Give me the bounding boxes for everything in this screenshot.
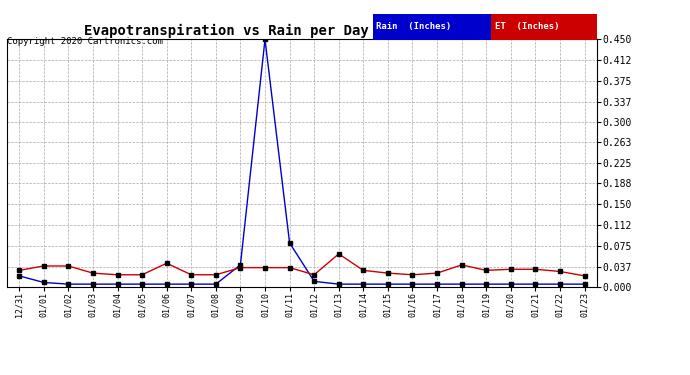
Bar	[373, 13, 491, 40]
Text: Copyright 2020 Cartronics.com: Copyright 2020 Cartronics.com	[7, 38, 163, 46]
Bar	[491, 13, 597, 40]
Text: ET  (Inches): ET (Inches)	[495, 22, 560, 31]
Text: Rain  (Inches): Rain (Inches)	[376, 22, 451, 31]
Title: Evapotranspiration vs Rain per Day (Inches) 20200124: Evapotranspiration vs Rain per Day (Inch…	[84, 24, 520, 38]
